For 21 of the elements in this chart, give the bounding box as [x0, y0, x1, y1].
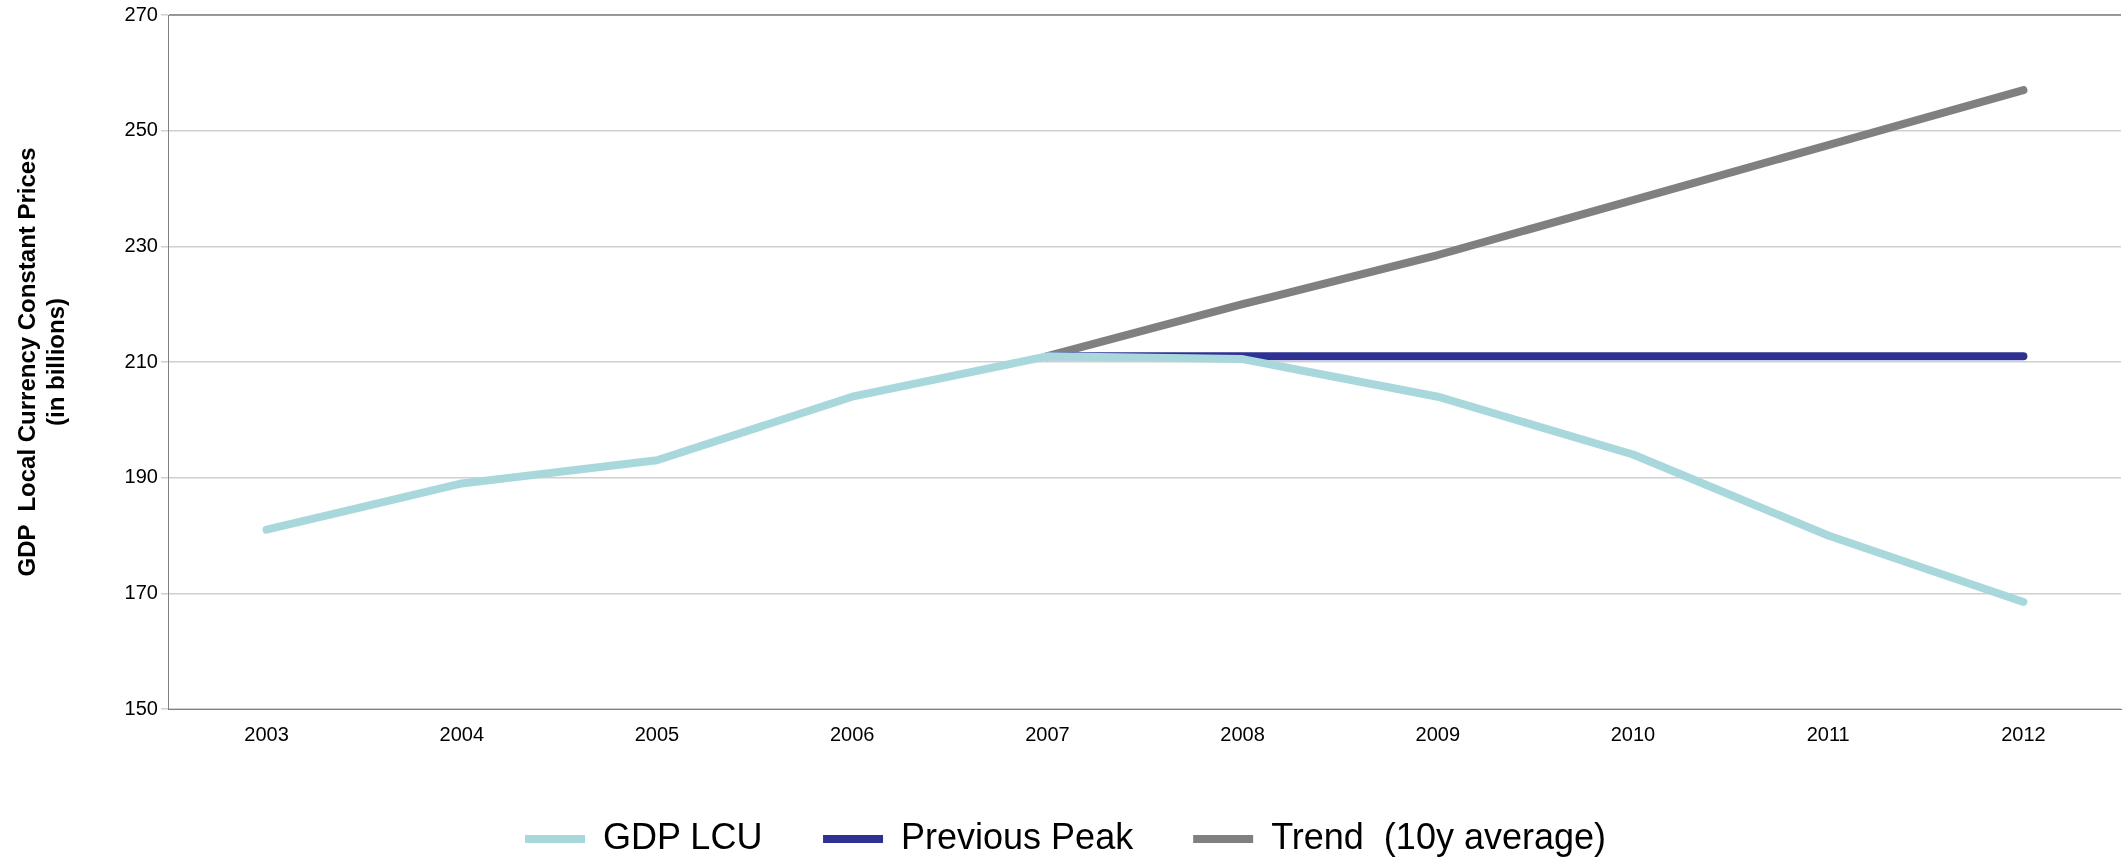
x-tick-label: 2008 — [1220, 722, 1265, 745]
x-tick-label: 2005 — [634, 722, 680, 745]
y-tick-label: 170 — [124, 580, 158, 603]
x-tick-label: 2007 — [1025, 722, 1070, 745]
y-tick-label: 250 — [124, 118, 158, 141]
legend-label: GDP LCU — [603, 815, 763, 857]
x-tick-label: 2012 — [2001, 722, 2046, 745]
x-tick-label: 2011 — [1806, 722, 1850, 745]
y-tick-label: 270 — [124, 2, 158, 25]
x-tick-label: 2006 — [829, 722, 875, 745]
legend-label: Trend (10y average) — [1271, 815, 1606, 857]
x-tick-label: 2003 — [244, 722, 289, 745]
x-tick-label: 2004 — [439, 722, 485, 745]
x-tick-label: 2010 — [1610, 722, 1656, 745]
y-tick-label: 150 — [124, 696, 158, 719]
legend-label: Previous Peak — [901, 815, 1135, 857]
y-tick-label: 190 — [124, 465, 158, 488]
y-tick-label: 230 — [124, 233, 158, 256]
x-tick-label: 2009 — [1415, 722, 1461, 745]
y-axis-title: GDP Local Currency Constant Prices (in billions) — [13, 147, 69, 577]
y-tick-label: 210 — [124, 349, 158, 372]
